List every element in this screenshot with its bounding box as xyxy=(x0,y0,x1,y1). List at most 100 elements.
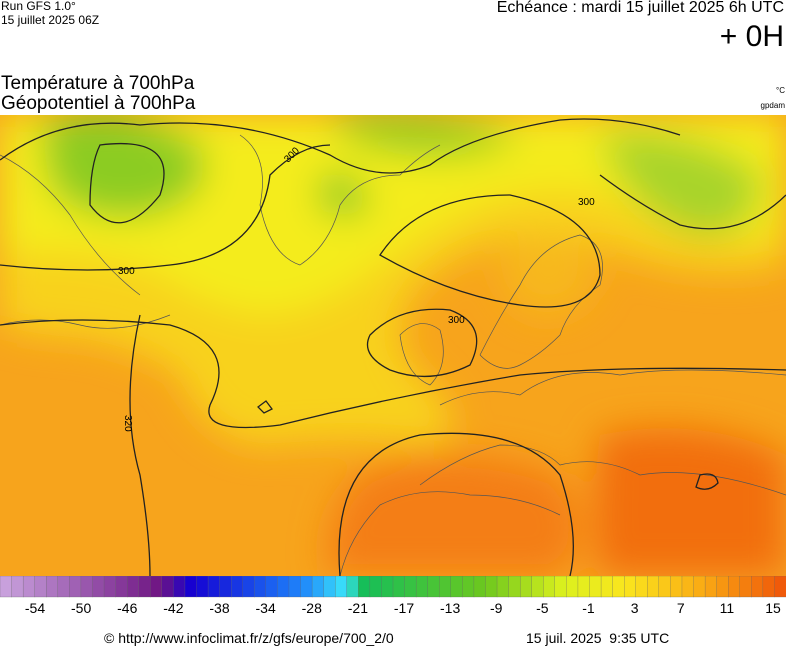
color-swatch xyxy=(415,576,429,598)
color-swatch xyxy=(138,576,151,598)
color-swatch xyxy=(728,576,741,598)
color-swatch xyxy=(508,576,521,598)
contour-label: 300 xyxy=(578,197,595,208)
color-swatch xyxy=(92,576,105,598)
color-swatch xyxy=(751,576,764,598)
color-swatch xyxy=(589,576,602,598)
color-swatch xyxy=(716,576,729,598)
color-swatch xyxy=(774,576,786,598)
color-swatch xyxy=(693,576,706,598)
color-swatch xyxy=(254,576,267,598)
title-geopotential: Géopotentiel à 700hPa xyxy=(1,93,196,114)
color-swatch xyxy=(543,576,556,598)
color-swatch xyxy=(196,576,209,598)
color-swatch xyxy=(554,576,567,598)
color-swatch xyxy=(439,576,452,598)
color-swatch xyxy=(57,576,70,598)
color-swatch xyxy=(103,576,117,598)
contour-label: 320 xyxy=(122,415,133,432)
footer-source: © http://www.infoclimat.fr/z/gfs/europe/… xyxy=(104,630,394,646)
color-swatch xyxy=(335,576,348,598)
color-swatch xyxy=(485,576,498,598)
color-swatch xyxy=(473,576,486,598)
scale-label: -21 xyxy=(348,600,368,616)
color-swatch xyxy=(161,576,174,598)
color-scale: -54 -50 -46 -42 -38 -34 -28 -21 -17 -13 -9 -5 -1 3 7 11… xyxy=(0,576,786,616)
scale-label: -1 xyxy=(582,600,595,616)
color-swatch xyxy=(681,576,694,598)
scale-label: -13 xyxy=(440,600,460,616)
scale-label: -42 xyxy=(163,600,183,616)
color-swatch xyxy=(658,576,671,598)
color-swatch xyxy=(404,576,417,598)
color-swatch xyxy=(126,576,140,598)
color-swatch xyxy=(346,576,359,598)
color-swatch xyxy=(11,576,24,598)
scale-label: 3 xyxy=(631,600,639,616)
color-swatch xyxy=(739,576,752,598)
color-swatch xyxy=(427,576,440,598)
unit-temperature: °C xyxy=(776,86,785,95)
color-swatch xyxy=(612,576,625,598)
lead-time: + 0H xyxy=(719,20,784,53)
contour-label: 300 xyxy=(448,315,465,326)
map: 300 300 300 300 320 xyxy=(0,115,786,576)
scale-label: -46 xyxy=(117,600,137,616)
color-swatch xyxy=(150,576,163,598)
run-label: Run GFS 1.0° xyxy=(1,0,76,13)
color-swatch xyxy=(265,576,278,598)
color-swatch xyxy=(635,576,648,598)
color-swatch xyxy=(184,576,197,598)
scale-label: -34 xyxy=(256,600,276,616)
color-swatch xyxy=(624,576,637,598)
color-swatch xyxy=(231,576,244,598)
color-swatch xyxy=(115,576,128,598)
footer-timestamp: 15 juil. 2025 9:35 UTC xyxy=(526,630,670,646)
scale-label: 15 xyxy=(765,600,781,616)
scale-label: -50 xyxy=(71,600,91,616)
color-swatch xyxy=(358,576,371,598)
color-swatch xyxy=(381,576,394,598)
color-swatch xyxy=(34,576,47,598)
temperature-field xyxy=(0,115,786,576)
coastlines xyxy=(0,134,786,576)
color-swatch xyxy=(450,576,463,598)
geopotential-contours xyxy=(0,118,786,576)
scale-label: -28 xyxy=(302,600,322,616)
color-swatch xyxy=(600,576,614,598)
scale-label: -17 xyxy=(394,600,414,616)
run-date: 15 juillet 2025 06Z xyxy=(1,13,100,27)
color-swatch xyxy=(670,576,683,598)
color-swatch xyxy=(496,576,510,598)
forecast-time: Echéance : mardi 15 juillet 2025 6h UTC xyxy=(496,0,784,16)
color-swatch xyxy=(323,576,336,598)
color-swatch xyxy=(392,576,406,598)
color-swatch xyxy=(300,576,313,598)
color-swatch xyxy=(69,576,82,598)
title-temperature: Température à 700hPa xyxy=(1,73,195,94)
scale-label: -54 xyxy=(25,600,45,616)
color-swatch xyxy=(762,576,775,598)
scale-label: -38 xyxy=(209,600,229,616)
color-swatch xyxy=(462,576,475,598)
color-swatch xyxy=(704,576,718,598)
color-swatch xyxy=(519,576,533,598)
color-swatch xyxy=(219,576,232,598)
color-swatch xyxy=(277,576,290,598)
color-swatch xyxy=(647,576,660,598)
color-swatch xyxy=(0,576,13,598)
scale-label: 11 xyxy=(720,600,735,616)
color-swatch xyxy=(242,576,255,598)
color-swatch xyxy=(369,576,382,598)
contour-label: 300 xyxy=(118,266,135,277)
color-swatch xyxy=(311,576,325,598)
color-swatch xyxy=(22,576,36,598)
color-swatch xyxy=(207,576,221,598)
color-swatch xyxy=(80,576,93,598)
color-swatch xyxy=(577,576,590,598)
color-swatch xyxy=(173,576,186,598)
color-swatch xyxy=(288,576,301,598)
color-swatch xyxy=(46,576,59,598)
unit-geopotential: gpdam xyxy=(760,101,785,110)
